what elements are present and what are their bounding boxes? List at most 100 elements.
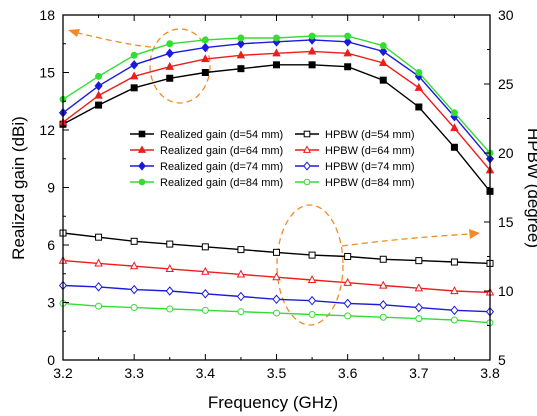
legend-label: HPBW (d=54 mm) [325,129,415,141]
legend: Realized gain (d=54 mm) Realized gain (d=… [130,129,415,189]
data-point [236,269,246,278]
data-point [201,42,210,53]
data-point [415,315,423,323]
y-left-tick-label: 6 [47,237,55,253]
legend-marker [138,130,146,138]
data-point [130,304,138,312]
data-point [379,313,387,321]
y-right-tick-label: 15 [498,214,514,230]
data-point [344,32,352,40]
data-point [130,51,138,59]
series-6 [58,255,495,296]
data-point [414,302,423,313]
data-point [379,58,388,67]
data-point [450,305,459,316]
legend-marker [138,178,146,186]
y-left-tick-label: 3 [47,295,55,311]
data-point [307,46,317,55]
data-point [308,32,316,40]
data-point [344,312,352,320]
y-right-tick-label: 10 [498,283,514,299]
y-right-tick-label: 25 [498,76,514,92]
data-point [130,284,139,295]
legend-label: HPBW (d=64 mm) [325,145,415,157]
legend-marker [138,161,146,171]
data-point [344,63,352,71]
legend-marker [303,130,311,138]
y-left-tick-label: 0 [47,352,55,368]
gain-arrowhead [68,29,80,37]
hpbw-arrow-line [341,233,471,247]
data-point [237,308,245,316]
x-tick-label: 3.5 [267,365,287,381]
series-5 [59,229,494,267]
gain-arrow-line [77,32,152,48]
annotations-layer [68,28,480,326]
data-point [165,48,174,59]
y-left-tick-label: 12 [39,122,55,138]
y-left-tick-label: 15 [39,65,55,81]
data-point [94,258,103,267]
legend-label: Realized gain (d=84 mm) [160,177,283,189]
data-point [165,264,174,273]
data-point [343,48,352,57]
legend-entry: Realized gain (d=54 mm) [130,129,283,141]
data-point [308,251,316,259]
legend-entry: Realized gain (d=84 mm) [130,177,283,189]
x-tick-label: 3.4 [196,365,216,381]
data-point [95,101,103,109]
data-point [308,61,316,69]
data-point [379,300,388,310]
y-left-tick-label: 9 [47,180,55,196]
x-axis-title: Frequency (GHz) [208,393,338,412]
data-point [379,280,388,289]
hpbw-highlight-ellipse [276,204,344,326]
data-point [237,34,245,42]
data-point [450,143,458,151]
y-axis-left-title: Realized gain (dBi) [9,116,28,260]
data-point [201,288,210,299]
data-point [165,286,174,296]
data-point [166,305,174,313]
series-7 [58,280,495,317]
data-point [94,282,103,292]
x-tick-label: 3.8 [480,365,500,381]
legend-marker [302,145,312,153]
data-point [129,71,139,80]
data-point [450,286,459,295]
data-point [94,90,103,99]
data-point [415,69,423,76]
data-point [130,237,138,245]
legend-entry: Realized gain (d=74 mm) [130,161,283,173]
data-point [379,46,388,57]
data-point [237,246,245,254]
data-point [273,309,280,317]
data-point [236,50,246,59]
data-point [415,103,423,111]
legend-entry: HPBW (d=74 mm) [295,161,415,173]
data-point [379,76,387,84]
data-point [450,258,458,266]
axes-layer: 3.2 3.3 3.4 3.5 3.6 3.7 3.8 0 3 6 9 12 15 18 5 10 15 20 25… [39,7,513,381]
data-point [272,48,281,57]
data-point [308,295,317,306]
legend-marker [303,178,311,186]
data-point [236,291,245,302]
data-point [273,61,280,69]
legend-entry: Realized gain (d=64 mm) [130,145,283,157]
data-point [201,69,209,76]
data-point [165,61,174,70]
legend-entry: HPBW (d=54 mm) [295,129,415,141]
data-point [130,60,139,70]
data-point [273,34,280,42]
x-tick-label: 3.3 [124,365,144,381]
data-point [95,72,103,80]
legend-marker [137,145,147,153]
data-point [343,277,352,286]
data-point [379,255,387,263]
y-right-tick-label: 5 [498,352,506,368]
data-point [379,42,387,50]
data-point [450,109,458,117]
legend-entry: HPBW (d=64 mm) [295,145,415,157]
